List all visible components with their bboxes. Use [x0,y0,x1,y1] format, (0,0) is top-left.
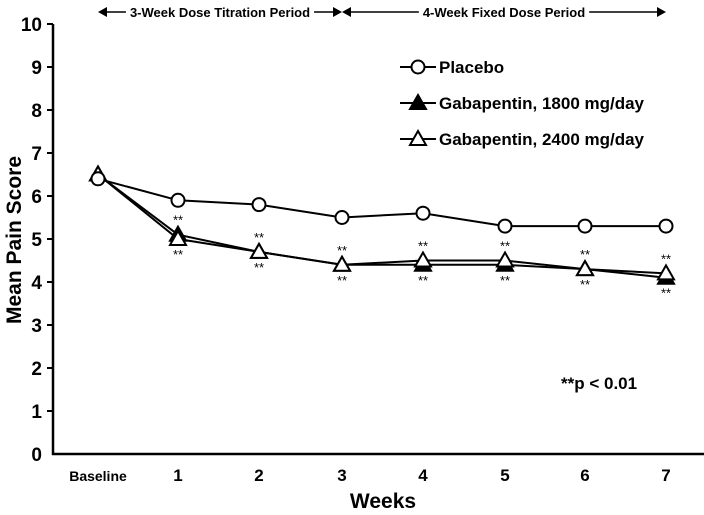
significance-mark: ** [337,243,347,258]
y-tick-label: 0 [31,445,42,466]
significance-mark: ** [418,239,428,254]
data-point [415,205,431,221]
data-point [658,218,674,234]
x-axis-title: Weeks [350,490,416,513]
x-tick-label: 5 [500,466,509,485]
x-tick-label: 6 [580,466,589,485]
y-tick-label: 10 [21,15,42,36]
y-tick-label: 7 [31,144,42,165]
data-point [334,210,350,225]
significance-mark: ** [173,247,183,262]
data-point [170,192,186,208]
data-point [249,241,269,259]
period-label: 3-Week Dose Titration Period [130,5,310,20]
legend-item: Gabapentin, 1800 mg/day [400,92,645,113]
y-ticks: 0 1 2 3 4 5 6 7 8 9 10 [21,15,53,466]
data-point [332,254,352,272]
arrow-right-icon [333,7,342,17]
data-point [168,228,188,246]
significance-mark: ** [661,286,671,301]
x-tick-label: 2 [254,466,263,485]
legend-item: Gabapentin, 2400 mg/day [400,128,645,149]
y-tick-label: 1 [31,402,42,423]
x-tick-label: 4 [418,466,428,485]
significance-mark: ** [500,273,510,288]
data-point [413,250,433,268]
arrow-left-icon [342,7,351,17]
x-tick-label: 7 [661,466,670,485]
series-line [97,177,666,228]
series-lines [88,164,676,285]
significance-mark: ** [580,277,590,292]
legend: Placebo Gabapentin, 1800 mg/day Gabapentin… [400,58,645,149]
open-triangle-icon [408,128,428,146]
open-circle-icon [410,59,426,75]
significance-mark: ** [173,213,183,228]
period-annotations: 3-Week Dose Titration Period 4-Week Fixed… [98,5,666,20]
data-point [577,218,593,234]
y-tick-label: 2 [31,359,42,380]
period-label: 4-Week Fixed Dose Period [423,5,585,20]
x-ticks: Baseline 1 2 3 4 5 6 7 [69,466,671,485]
legend-label: Gabapentin, 1800 mg/day [439,94,645,113]
significance-mark: ** [418,273,428,288]
series-line [97,173,667,275]
data-point [90,171,106,187]
data-point [495,250,515,268]
significance-mark: ** [254,260,264,275]
significance-mark: ** [337,273,347,288]
data-point [656,263,676,281]
legend-label: Gabapentin, 2400 mg/day [439,130,645,149]
arrow-left-icon [98,7,107,17]
y-tick-label: 9 [31,58,42,79]
data-point [497,218,513,234]
x-tick-label: 1 [173,466,182,485]
x-tick-label: Baseline [69,468,127,484]
p-value-note: **p < 0.01 [561,374,637,393]
data-point [251,197,267,213]
y-tick-label: 4 [31,273,42,294]
legend-item: Placebo [400,58,504,77]
significance-mark: ** [500,239,510,254]
y-tick-label: 6 [31,187,42,208]
y-axis-title: Mean Pain Score [3,156,26,324]
significance-mark: ** [580,247,590,262]
y-tick-label: 3 [31,316,42,337]
legend-label: Placebo [439,58,504,77]
significance-mark: ** [254,230,264,245]
data-point [575,259,595,277]
y-tick-label: 5 [31,230,42,251]
y-tick-label: 8 [31,101,42,122]
x-tick-label: 3 [337,466,346,485]
filled-triangle-icon [408,92,428,110]
significance-mark: ** [661,251,671,266]
significance-marks: ** ** ** ** ** ** ** ** ** ** ** ** ** ** [173,213,671,301]
arrow-right-icon [657,7,666,17]
